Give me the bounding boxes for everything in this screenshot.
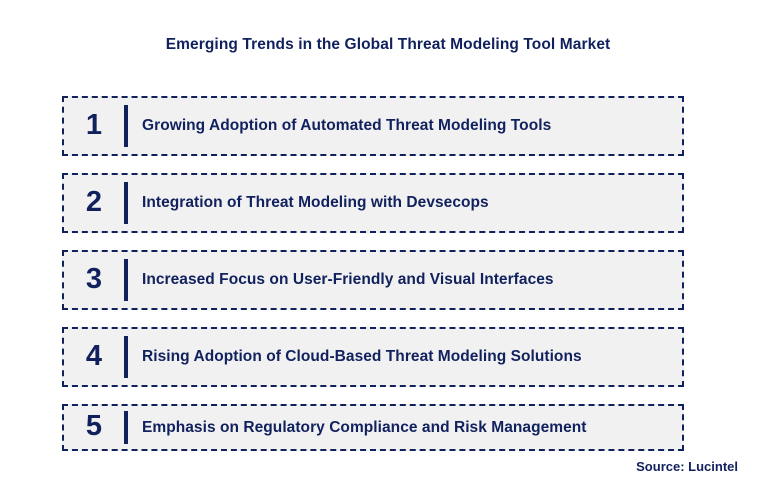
list-item[interactable]: 1 Growing Adoption of Automated Threat M… bbox=[62, 96, 684, 156]
trend-number: 3 bbox=[85, 262, 103, 295]
vertical-divider bbox=[124, 336, 128, 378]
trend-list: 1 Growing Adoption of Automated Threat M… bbox=[62, 96, 684, 451]
trend-label: Emphasis on Regulatory Compliance and Ri… bbox=[142, 418, 587, 436]
trend-label: Increased Focus on User-Friendly and Vis… bbox=[142, 271, 554, 288]
trend-label: Integration of Threat Modeling with Devs… bbox=[142, 194, 489, 211]
vertical-divider bbox=[124, 105, 128, 147]
trend-label: Rising Adoption of Cloud-Based Threat Mo… bbox=[142, 348, 582, 365]
trend-number: 4 bbox=[85, 339, 103, 372]
trend-label: Growing Adoption of Automated Threat Mod… bbox=[142, 117, 552, 134]
trend-number: 5 bbox=[85, 410, 103, 442]
vertical-divider bbox=[124, 411, 128, 444]
source-note: Source: Lucintel bbox=[636, 459, 738, 474]
list-item[interactable]: 3 Increased Focus on User-Friendly and V… bbox=[62, 250, 684, 310]
list-item[interactable]: 4 Rising Adoption of Cloud-Based Threat … bbox=[62, 327, 684, 387]
trend-number: 2 bbox=[85, 185, 103, 218]
page-title: Emerging Trends in the Global Threat Mod… bbox=[165, 36, 611, 53]
list-item[interactable]: 5 Emphasis on Regulatory Compliance and … bbox=[62, 404, 684, 451]
vertical-divider bbox=[124, 182, 128, 224]
vertical-divider bbox=[124, 259, 128, 301]
list-item[interactable]: 2 Integration of Threat Modeling with De… bbox=[62, 173, 684, 233]
trend-number: 1 bbox=[85, 108, 103, 141]
